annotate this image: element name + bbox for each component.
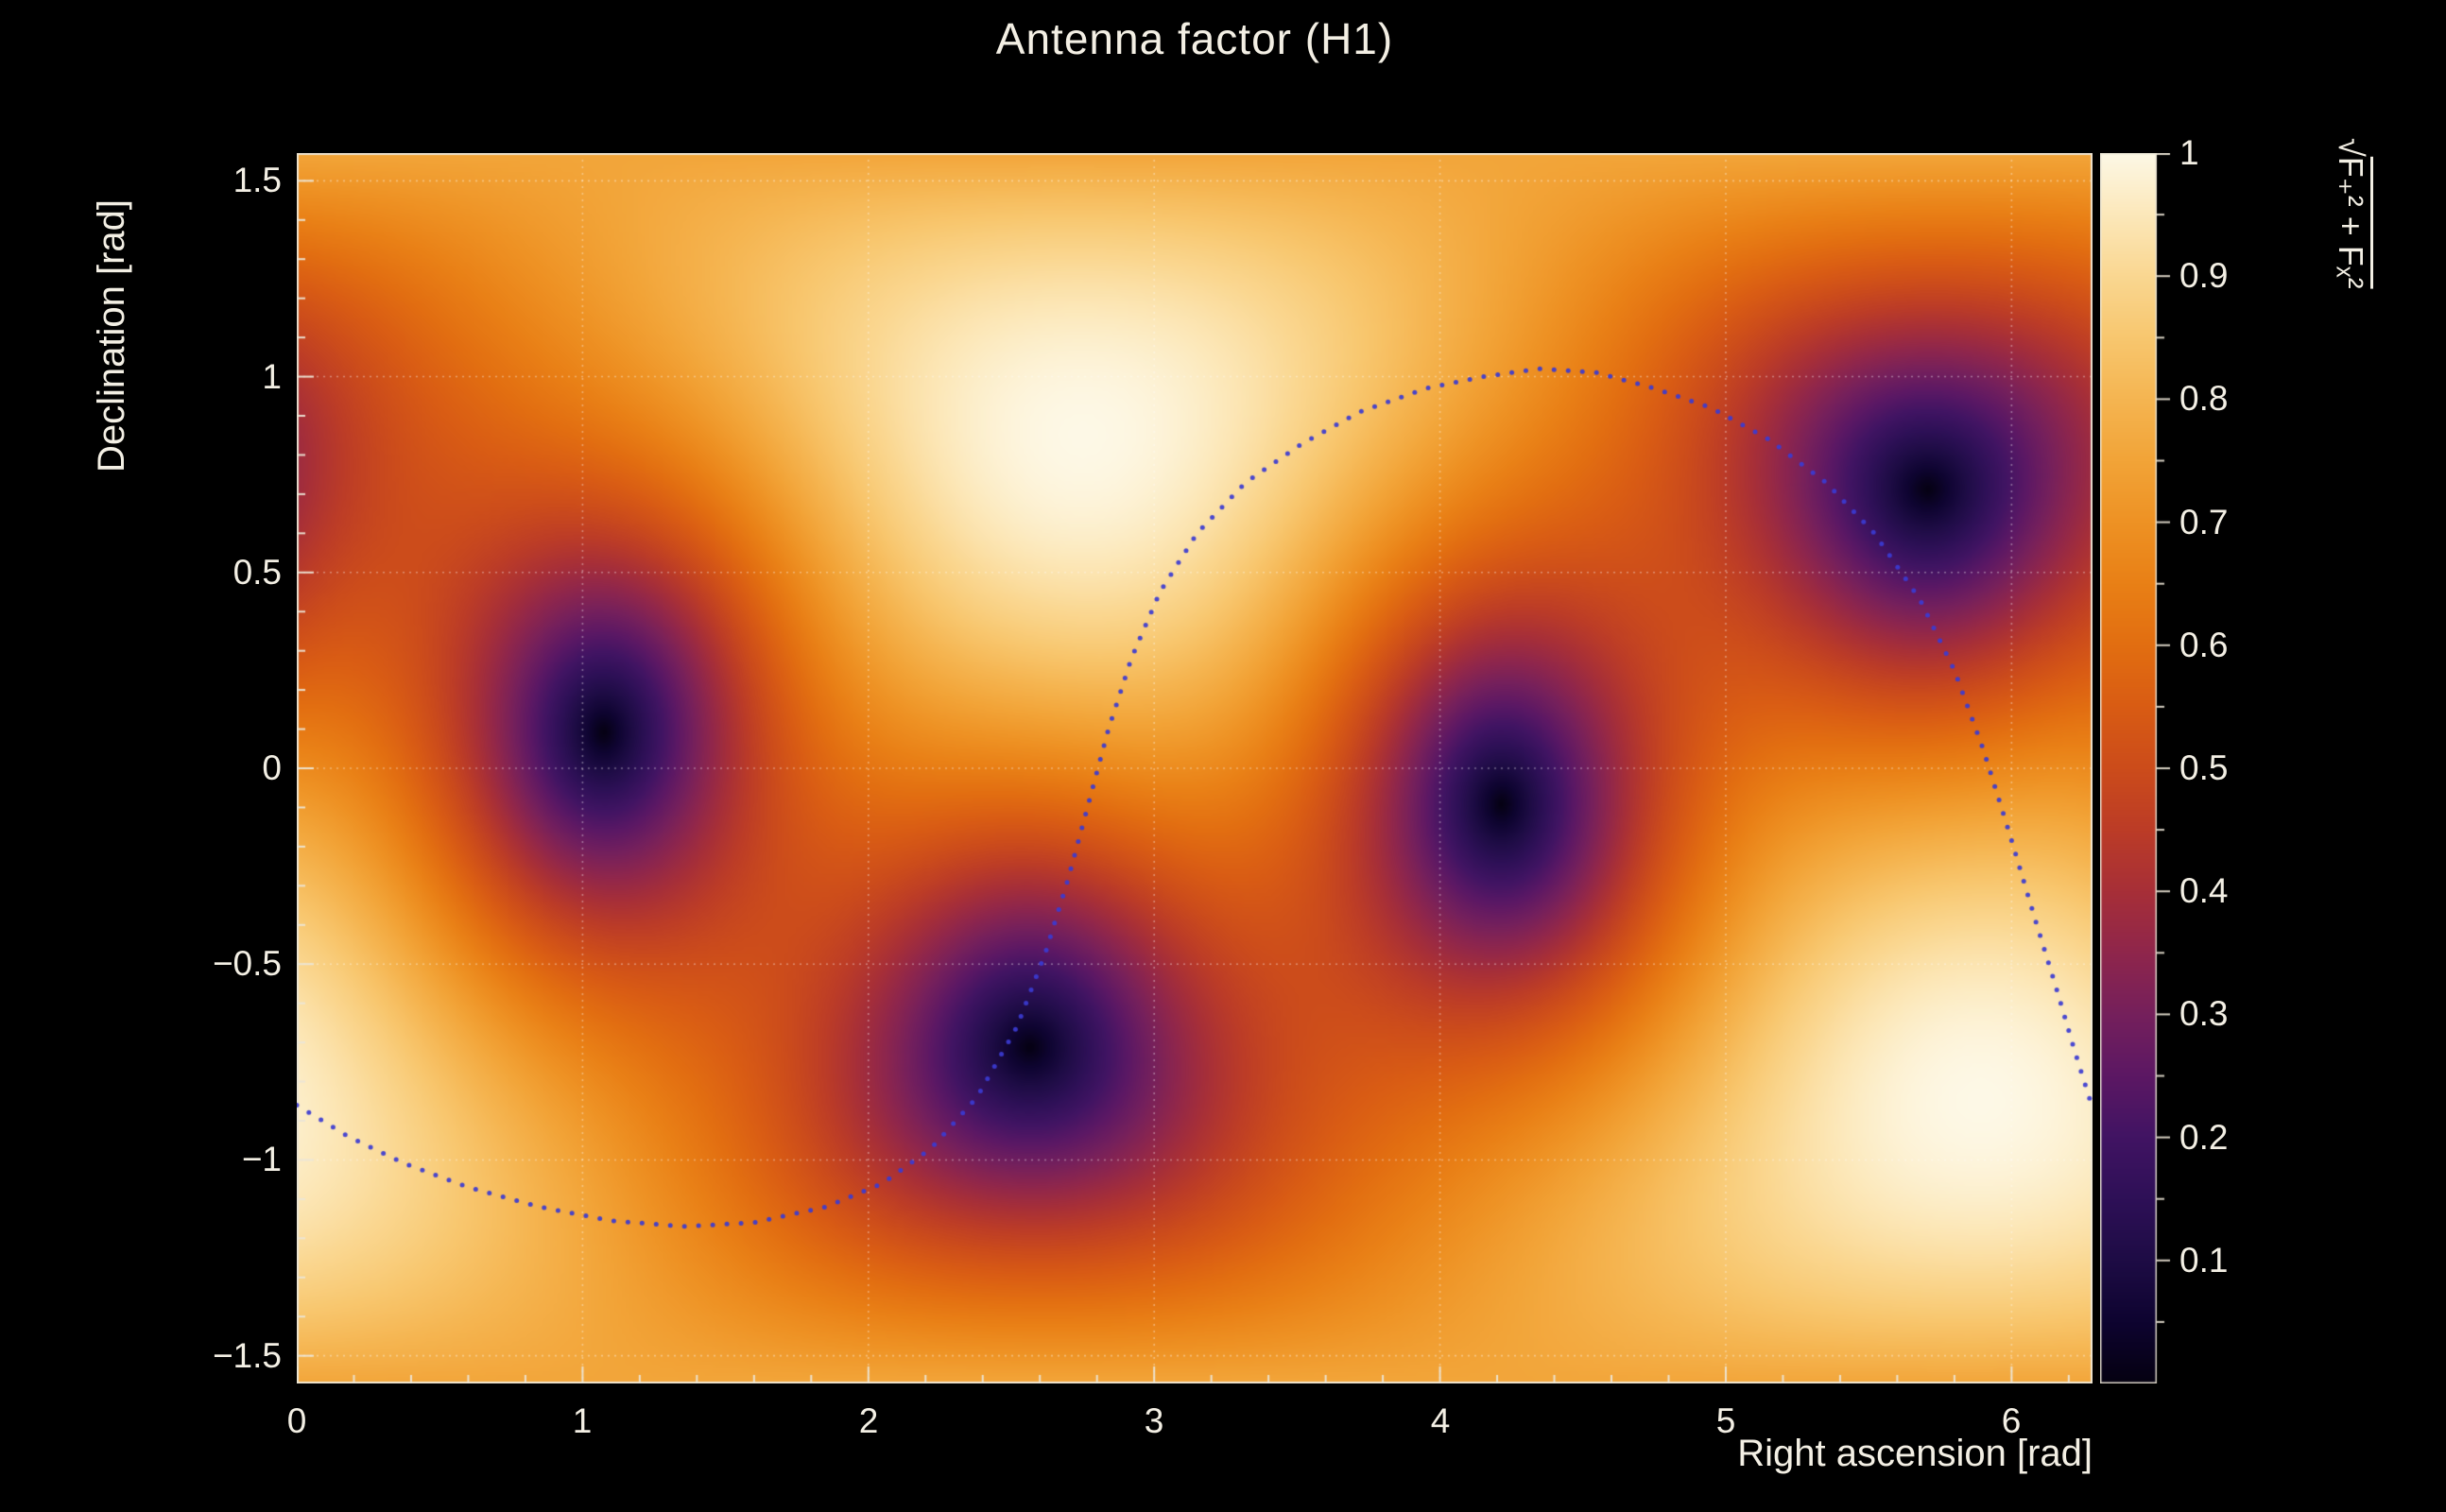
colorbar-title: √F₊² + Fₓ²	[2331, 138, 2370, 289]
colorbar-tick-label: 0.8	[2179, 379, 2229, 418]
y-tick-label: −1	[241, 1140, 282, 1178]
y-tick-label: 0.5	[233, 553, 282, 592]
colorbar-tick-label: 0.4	[2179, 871, 2229, 910]
colorbar-tick-label: 0.1	[2179, 1241, 2229, 1280]
colorbar-title-expression: F₊² + Fₓ²	[2332, 156, 2370, 289]
x-tick-label: 3	[1144, 1401, 1164, 1440]
x-tick-label: 5	[1715, 1401, 1736, 1440]
colorbar-tick-label: 0.9	[2179, 256, 2229, 295]
y-tick-label: −1.5	[212, 1336, 282, 1375]
colorbar-tick-label: 0.3	[2179, 994, 2229, 1033]
y-tick-label: −0.5	[212, 944, 282, 983]
x-tick-label: 2	[858, 1401, 879, 1440]
colorbar-tick-label: 0.7	[2179, 503, 2229, 541]
x-tick-label: 1	[572, 1401, 593, 1440]
colorbar-tick-label: 0.6	[2179, 626, 2229, 664]
x-axis-title: Right ascension [rad]	[1737, 1433, 2093, 1474]
y-tick-label: 1.5	[233, 161, 282, 199]
colorbar-tick-label: 0.5	[2179, 748, 2229, 787]
colorbar-tick-label: 1	[2179, 133, 2199, 172]
y-axis-title: Declination [rad]	[91, 198, 132, 472]
x-tick-label: 0	[286, 1401, 307, 1440]
colorbar-canvas	[2100, 153, 2185, 1383]
radical-sign-icon: √	[2332, 138, 2370, 157]
colorbar-tick-label: 0.2	[2179, 1118, 2229, 1157]
y-tick-label: 0	[262, 748, 282, 787]
x-tick-label: 4	[1430, 1401, 1451, 1440]
x-tick-label: 6	[2001, 1401, 2022, 1440]
plot-title: Antenna factor (H1)	[995, 14, 1394, 63]
y-tick-label: 1	[262, 357, 282, 396]
heatmap-canvas	[297, 153, 2093, 1383]
